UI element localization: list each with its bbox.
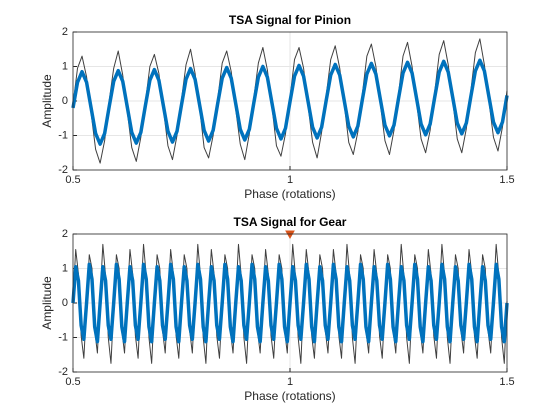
y-tick-label: -1 [58, 331, 68, 343]
y-axis-label: Amplitude [40, 276, 54, 330]
y-tick-label: -2 [58, 366, 68, 378]
x-tick-label: 0.5 [65, 376, 80, 388]
y-tick-label: 0 [62, 297, 68, 309]
x-tick-label: 0.5 [65, 174, 80, 186]
y-tick-label: 2 [62, 228, 68, 240]
x-tick-label: 1 [287, 376, 293, 388]
x-tick-label: 1 [287, 174, 293, 186]
chart-title: TSA Signal for Pinion [229, 13, 351, 27]
signal-line [71, 262, 509, 344]
y-tick-label: -1 [58, 129, 68, 141]
y-tick-label: 1 [62, 262, 68, 274]
chart-title: TSA Signal for Gear [234, 215, 347, 229]
x-tick-label: 1.5 [499, 174, 514, 186]
marker [285, 230, 295, 240]
axes-box [72, 31, 508, 171]
axes-box [72, 233, 508, 373]
y-tick-label: -2 [58, 164, 68, 176]
y-tick-label: 1 [62, 60, 68, 72]
y-tick-label: 0 [62, 95, 68, 107]
x-axis-label: Phase (rotations) [244, 187, 335, 201]
y-axis-label: Amplitude [40, 74, 54, 128]
x-tick-label: 1.5 [499, 376, 514, 388]
x-axis-label: Phase (rotations) [244, 389, 335, 403]
signal-line [71, 58, 509, 146]
y-tick-label: 2 [62, 26, 68, 38]
